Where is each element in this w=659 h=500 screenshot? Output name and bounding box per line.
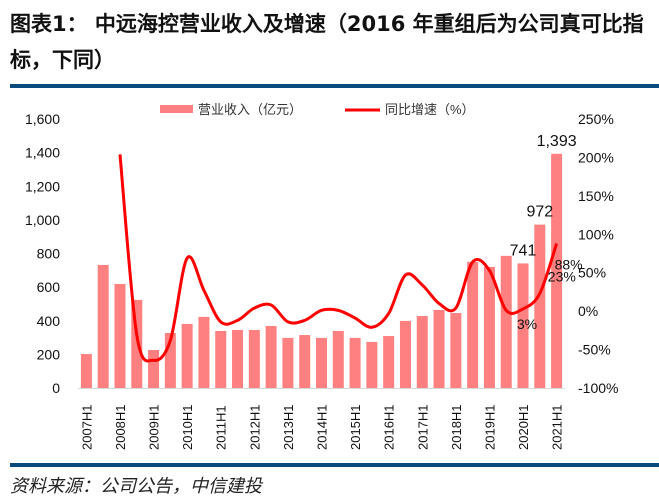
bar-2008H2 bbox=[131, 299, 143, 388]
bar-2015H1 bbox=[349, 337, 361, 388]
bar-2009H2 bbox=[164, 333, 176, 388]
data-label: 972 bbox=[526, 204, 553, 221]
x-axis-tick-label: 2011H1 bbox=[214, 405, 229, 450]
bar-2019H2 bbox=[500, 255, 512, 388]
bar-2020H2 bbox=[534, 224, 546, 388]
bar-2009H1 bbox=[148, 350, 160, 388]
right-axis-tick-label: 0% bbox=[578, 303, 598, 319]
legend-label-growth: 同比增速（%） bbox=[385, 102, 475, 117]
x-axis-tick-label: 2017H1 bbox=[415, 404, 430, 450]
data-label: 88% bbox=[555, 257, 583, 273]
x-axis-tick-label: 2008H1 bbox=[113, 404, 128, 450]
bar-2012H1 bbox=[248, 329, 260, 388]
bar-2015H2 bbox=[366, 341, 378, 388]
bar-2014H2 bbox=[332, 331, 344, 388]
bar-2011H2 bbox=[232, 329, 244, 388]
source-note: 资料来源：公司公告，中信建投 bbox=[10, 476, 262, 497]
x-axis-tick-label: 2009H1 bbox=[147, 404, 162, 450]
top-rule bbox=[10, 84, 659, 88]
growth-line bbox=[118, 154, 559, 363]
figure-title: 图表1： 中远海控营业收入及增速（2016 年重组后为公司真可比指标，下同） bbox=[10, 12, 644, 72]
bar-2016H2 bbox=[399, 320, 411, 388]
data-label: 741 bbox=[510, 242, 537, 259]
left-axis-tick-label: 200 bbox=[37, 346, 61, 362]
x-axis-tick-label: 2018H1 bbox=[449, 404, 464, 450]
left-axis-tick-label: 1,200 bbox=[25, 178, 60, 194]
bar-2007H1 bbox=[80, 354, 92, 388]
bar-2021H1 bbox=[551, 153, 563, 388]
bar-2018H2 bbox=[467, 261, 479, 388]
x-axis-tick-label: 2014H1 bbox=[315, 404, 330, 450]
left-axis-tick-label: 1,600 bbox=[25, 111, 60, 127]
right-axis-tick-label: 50% bbox=[578, 265, 606, 281]
left-axis-tick-label: 600 bbox=[37, 279, 61, 295]
bar-2007H2 bbox=[97, 264, 109, 388]
x-axis-tick-label: 2021H1 bbox=[550, 404, 565, 450]
bar-2008H1 bbox=[114, 283, 126, 388]
left-axis-tick-label: 0 bbox=[52, 380, 60, 396]
left-axis-tick-label: 1,000 bbox=[25, 212, 60, 228]
left-axis-tick-label: 800 bbox=[37, 246, 61, 262]
bar-2020H1 bbox=[517, 263, 529, 388]
x-axis-tick-label: 2007H1 bbox=[79, 404, 94, 450]
x-axis-tick-label: 2010H1 bbox=[180, 404, 195, 450]
bar-2017H1 bbox=[416, 316, 428, 388]
right-axis-tick-label: 250% bbox=[578, 111, 614, 127]
bar-2013H2 bbox=[299, 335, 311, 388]
bar-2019H1 bbox=[483, 266, 495, 388]
data-label: 3% bbox=[517, 316, 537, 332]
bar-2017H2 bbox=[433, 309, 445, 388]
bottom-rule bbox=[10, 463, 659, 467]
bar-2018H1 bbox=[450, 313, 462, 388]
bar-2014H1 bbox=[316, 337, 327, 388]
data-label: 1,393 bbox=[537, 133, 577, 150]
x-axis-tick-label: 2016H1 bbox=[382, 404, 397, 450]
legend-label-revenue: 营业收入（亿元） bbox=[198, 102, 302, 117]
data-label: 23% bbox=[548, 268, 576, 284]
bar-2010H1 bbox=[181, 323, 193, 388]
right-axis-tick-label: 200% bbox=[578, 149, 614, 165]
bar-2012H2 bbox=[265, 325, 277, 388]
x-axis-tick-label: 2020H1 bbox=[516, 404, 531, 450]
x-axis-tick-label: 2013H1 bbox=[281, 404, 296, 450]
x-axis-tick-label: 2019H1 bbox=[482, 404, 497, 450]
bar-2011H1 bbox=[215, 331, 227, 388]
bar-2016H1 bbox=[383, 336, 395, 388]
bar-2013H1 bbox=[282, 337, 294, 388]
right-axis-tick-label: -100% bbox=[578, 380, 618, 396]
left-axis-tick-label: 1,400 bbox=[25, 145, 60, 161]
x-axis-tick-label: 2012H1 bbox=[247, 404, 262, 450]
right-axis-tick-label: 100% bbox=[578, 226, 614, 242]
bar-2010H2 bbox=[198, 316, 210, 388]
left-axis-tick-label: 400 bbox=[37, 313, 61, 329]
right-axis-tick-label: 150% bbox=[578, 188, 614, 204]
legend-swatch-revenue bbox=[160, 105, 193, 113]
right-axis-tick-label: -50% bbox=[578, 342, 611, 358]
x-axis-tick-label: 2015H1 bbox=[348, 404, 363, 450]
